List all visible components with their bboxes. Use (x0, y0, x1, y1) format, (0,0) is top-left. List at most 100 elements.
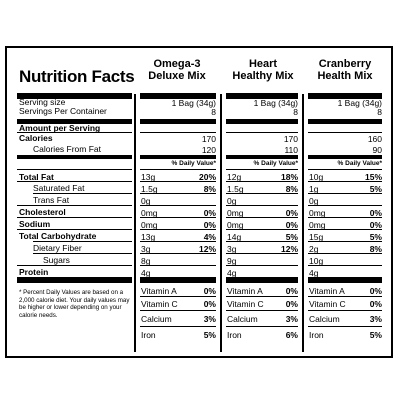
dietary-fiber-value: 3g (141, 244, 151, 254)
cholesterol-dv: 0% (285, 208, 298, 218)
thin-rule (17, 217, 132, 218)
nutrition-facts-panel: Nutrition Facts Omega-3 Deluxe Mix Heart… (5, 46, 393, 358)
serving-size-value: 1 Bag (34g) (171, 98, 216, 108)
saturated-fat-value: 1.5g (141, 184, 158, 194)
calcium-label: Calcium (309, 314, 340, 324)
total-carbohydrate-label: Total Carbohydrate (19, 231, 97, 241)
thin-rule (140, 193, 216, 194)
sugars-value: 10g (309, 256, 324, 266)
cholesterol-value: 0mg (141, 208, 158, 218)
iron-label: Iron (141, 330, 156, 340)
column-header-line1: Cranberry (318, 58, 372, 70)
thin-rule (140, 132, 216, 133)
thin-rule (226, 253, 298, 254)
thick-rule (140, 119, 216, 124)
thick-rule (308, 277, 382, 283)
thin-rule (226, 132, 298, 133)
sodium-dv: 0% (369, 220, 382, 230)
cholesterol-dv: 0% (369, 208, 382, 218)
thin-rule (308, 326, 382, 327)
daily-value-footnote: * Percent Daily Values are based on a 2,… (19, 289, 130, 319)
serving-size-label: Serving size (19, 97, 66, 107)
serving-size-value: 1 Bag (34g) (253, 98, 298, 108)
thin-rule (140, 229, 216, 230)
column-header-heart-healthy: Heart Healthy Mix (223, 58, 303, 82)
column-header-line2: Health Mix (317, 70, 373, 82)
calcium-value: 3% (285, 314, 298, 324)
vitamin-a-value: 0% (203, 286, 216, 296)
protein-value: 4g (309, 268, 319, 278)
sugars-label: Sugars (43, 255, 70, 265)
thick-rule (226, 93, 298, 99)
thin-rule (226, 169, 298, 170)
thin-rule (308, 132, 382, 133)
thin-rule (17, 132, 132, 133)
saturated-fat-label: Saturated Fat (33, 183, 85, 193)
sodium-label: Sodium (19, 219, 51, 229)
medium-rule (308, 155, 382, 159)
vitamin-c-value: 0% (369, 299, 382, 309)
trans-fat-value: 0g (141, 196, 151, 206)
calories-value: 160 (367, 134, 382, 144)
cholesterol-label: Cholesterol (19, 207, 66, 217)
thin-rule (226, 296, 298, 297)
dietary-fiber-label: Dietary Fiber (33, 243, 82, 253)
thin-rule (308, 229, 382, 230)
thin-rule (226, 229, 298, 230)
iron-value: 6% (285, 330, 298, 340)
iron-value: 5% (369, 330, 382, 340)
calories-from-fat-label: Calories From Fat (33, 144, 102, 154)
iron-value: 5% (203, 330, 216, 340)
vitamin-c-label: Vitamin C (141, 299, 178, 309)
carbohydrate-value: 13g (141, 232, 156, 242)
thin-rule (17, 181, 132, 182)
column-divider (134, 94, 136, 352)
calories-from-fat-value: 110 (284, 145, 298, 155)
protein-value: 4g (227, 268, 237, 278)
sodium-value: 0mg (141, 220, 158, 230)
saturated-fat-dv: 8% (285, 184, 298, 194)
column-header-line1: Heart (248, 58, 278, 70)
cholesterol-value: 0mg (227, 208, 244, 218)
calcium-value: 3% (203, 314, 216, 324)
thin-rule (308, 193, 382, 194)
thin-rule (140, 265, 216, 266)
thin-rule (226, 193, 298, 194)
medium-rule (17, 155, 132, 159)
column-header-line2: Healthy Mix (232, 70, 294, 82)
iron-label: Iron (309, 330, 324, 340)
medium-rule (140, 155, 216, 159)
vitamin-c-label: Vitamin C (227, 299, 264, 309)
dietary-fiber-dv: 8% (369, 244, 382, 254)
trans-fat-value: 0g (227, 196, 237, 206)
total-fat-value: 13g (141, 172, 156, 182)
sugars-value: 9g (227, 256, 237, 266)
sodium-value: 0mg (309, 220, 326, 230)
vitamin-c-value: 0% (203, 299, 216, 309)
thick-rule (226, 119, 298, 124)
trans-fat-value: 0g (309, 196, 319, 206)
cholesterol-value: 0mg (309, 208, 326, 218)
thin-rule (17, 169, 132, 170)
column-header-line1: Omega-3 (153, 58, 201, 70)
total-fat-value: 10g (309, 172, 324, 182)
cholesterol-dv: 0% (203, 208, 216, 218)
thin-rule (308, 265, 382, 266)
saturated-fat-dv: 5% (369, 184, 382, 194)
servings-value: 8 (211, 107, 216, 117)
thick-rule (17, 93, 132, 99)
thin-rule (308, 253, 382, 254)
calories-value: 170 (201, 134, 216, 144)
thin-rule (140, 205, 216, 206)
carbohydrate-dv: 5% (285, 232, 298, 242)
dietary-fiber-dv: 12% (198, 244, 216, 254)
medium-rule (226, 155, 298, 159)
calcium-label: Calcium (227, 314, 258, 324)
thin-rule (17, 229, 132, 230)
calories-from-fat-value: 90 (372, 145, 382, 155)
trans-fat-label: Trans Fat (33, 195, 70, 205)
thin-rule (308, 205, 382, 206)
calories-value: 170 (283, 134, 298, 144)
serving-size-value: 1 Bag (34g) (337, 98, 382, 108)
vitamin-a-value: 0% (369, 286, 382, 296)
